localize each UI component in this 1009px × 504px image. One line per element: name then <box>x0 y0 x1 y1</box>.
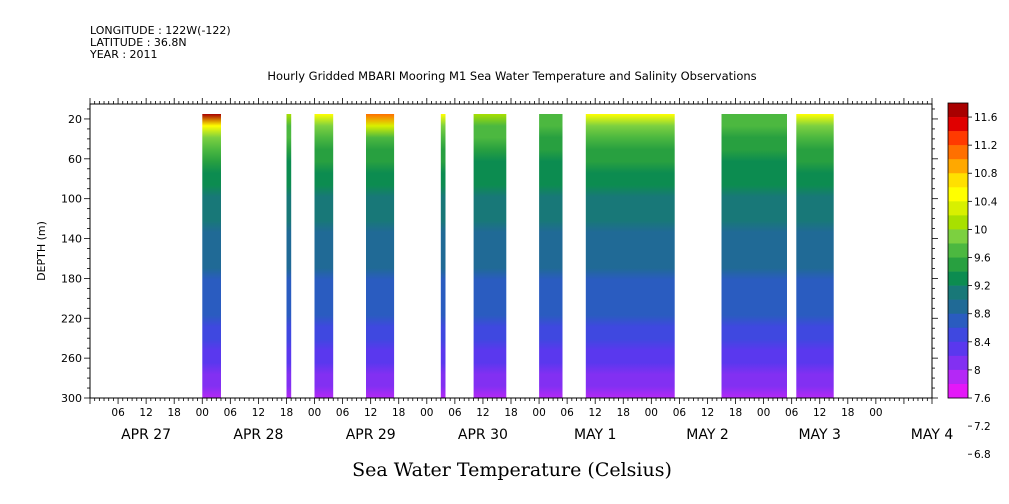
data-layer <box>202 114 834 398</box>
data-segment <box>539 114 563 398</box>
colorbar-swatch <box>948 243 968 258</box>
colorbar-swatch <box>948 341 968 357</box>
x-tick-label: 12 <box>252 407 265 419</box>
x-tick-label: 00 <box>420 407 433 419</box>
y-tick-label: 180 <box>61 272 82 285</box>
x-tick-label: 06 <box>560 407 574 419</box>
colorbar-swatch <box>948 201 968 216</box>
colorbar-label: 11.2 <box>974 140 997 152</box>
y-tick-label: 140 <box>61 233 82 246</box>
colorbar-swatch <box>948 327 968 343</box>
colorbar-label: 10.4 <box>974 196 998 208</box>
data-segment <box>440 114 446 398</box>
data-segment <box>314 114 334 398</box>
colorbar-swatch <box>948 355 968 371</box>
colorbar: 11.6 11.2 10.8 10.4 10 9.6 9.2 8.8 8.4 8 7.6 7.2 6.8 <box>947 102 998 461</box>
colorbar-label: 10 <box>974 224 987 236</box>
x-tick-label: 00 <box>532 407 545 419</box>
x-date-label: APR 27 <box>121 427 171 443</box>
x-tick-label: 12 <box>813 407 826 419</box>
y-tick-label: 300 <box>61 392 82 405</box>
x-date-label: MAY 1 <box>574 427 616 443</box>
x-date-label: MAY 4 <box>911 427 954 443</box>
x-tick-label: 12 <box>139 407 152 419</box>
colorbar-swatch <box>948 369 968 385</box>
colorbar-swatch <box>948 229 968 244</box>
x-date-label: APR 28 <box>233 427 283 443</box>
x-tick-label: 06 <box>111 407 125 419</box>
data-segment <box>585 114 675 398</box>
longitude-label: LONGITUDE : 122W(-122) <box>90 24 231 37</box>
x-tick-label: 18 <box>168 407 181 419</box>
x-tick-label: 18 <box>504 407 517 419</box>
x-tick-label: 18 <box>280 407 293 419</box>
x-tick-label: 12 <box>364 407 377 419</box>
data-segment <box>473 114 507 398</box>
x-tick-label: 18 <box>617 407 630 419</box>
y-tick-label: 60 <box>68 153 82 166</box>
y-axis-label: DEPTH (m) <box>35 221 48 281</box>
colorbar-frame <box>947 102 969 399</box>
colorbar-label: 9.6 <box>974 253 991 265</box>
y-tick-label: 220 <box>61 312 82 325</box>
colorbar-swatch <box>948 117 968 132</box>
x-tick-label: 00 <box>196 407 209 419</box>
x-tick-label: 18 <box>392 407 405 419</box>
x-tick-label: 00 <box>308 407 321 419</box>
data-segment <box>202 114 221 398</box>
colorbar-swatch <box>948 215 968 230</box>
x-tick-label: 18 <box>841 407 854 419</box>
colorbar-swatch <box>948 159 968 174</box>
x-tick-label: 06 <box>673 407 687 419</box>
x-tick-label: 06 <box>785 407 799 419</box>
x-tick-label: 00 <box>645 407 658 419</box>
x-tick-label: 00 <box>757 407 770 419</box>
variable-label: Sea Water Temperature (Celsius) <box>352 459 672 481</box>
colorbar-swatch <box>948 187 968 202</box>
chart-title: Hourly Gridded MBARI Mooring M1 Sea Wate… <box>267 69 756 83</box>
colorbar-swatch <box>948 257 968 272</box>
y-tick-label: 100 <box>61 193 82 206</box>
colorbar-label: 10.8 <box>974 168 997 180</box>
latitude-label: LATITUDE : 36.8N <box>90 36 187 49</box>
colorbar-swatch <box>948 313 968 329</box>
data-segment <box>286 114 292 398</box>
x-tick-label: 06 <box>336 407 350 419</box>
x-tick-label: 12 <box>701 407 714 419</box>
colorbar-label: 8.8 <box>974 309 991 321</box>
colorbar-swatch <box>948 145 968 160</box>
colorbar-swatch <box>948 299 968 315</box>
colorbar-label: 7.6 <box>974 393 991 405</box>
colorbar-label: 8 <box>974 365 981 377</box>
colorbar-swatch <box>948 271 968 286</box>
colorbar-swatch <box>948 285 968 300</box>
x-tick-label: 06 <box>448 407 462 419</box>
x-tick-label: 06 <box>224 407 238 419</box>
x-tick-label: 00 <box>869 407 882 419</box>
x-date-label: APR 30 <box>458 427 508 443</box>
colorbar-swatch <box>948 103 968 118</box>
x-tick-label: 12 <box>476 407 489 419</box>
x-tick-label: 12 <box>589 407 602 419</box>
colorbar-label: 9.2 <box>974 281 991 293</box>
y-tick-label: 260 <box>61 352 82 365</box>
year-label: YEAR : 2011 <box>90 48 158 61</box>
colorbar-label: 7.2 <box>974 421 991 433</box>
data-segment <box>721 114 787 398</box>
data-segment <box>366 114 395 398</box>
axes-layer: 06 12 18 00 06 12 18 00 06 12 18 00 06 12 18 00 06 12 18 00… <box>61 98 953 443</box>
x-date-label: MAY 3 <box>798 427 840 443</box>
colorbar-swatch <box>948 383 968 399</box>
data-segment <box>796 114 834 398</box>
colorbar-swatch <box>948 131 968 146</box>
colorbar-label: 8.4 <box>974 337 991 349</box>
x-tick-label: 18 <box>729 407 742 419</box>
colorbar-label: 6.8 <box>974 449 991 461</box>
colorbar-label: 11.6 <box>974 112 998 124</box>
colorbar-swatch <box>948 173 968 188</box>
x-date-label: APR 29 <box>346 427 396 443</box>
x-date-label: MAY 2 <box>686 427 728 443</box>
y-tick-label: 20 <box>68 113 82 126</box>
